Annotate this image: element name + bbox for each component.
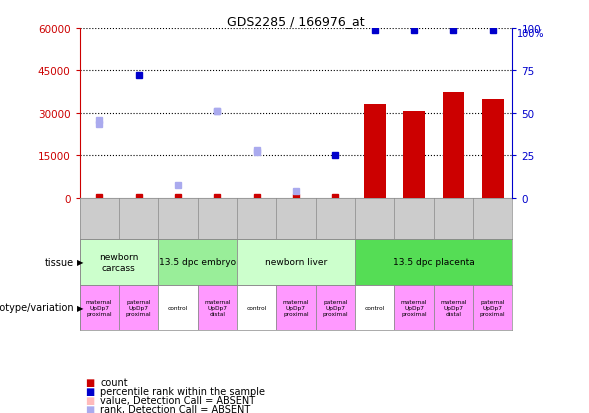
Bar: [364, 105, 386, 198]
Text: control: control: [168, 305, 188, 310]
Text: 13.5 dpc embryo: 13.5 dpc embryo: [159, 258, 236, 267]
Bar: [276, 285, 316, 330]
Text: value, Detection Call = ABSENT: value, Detection Call = ABSENT: [100, 395, 255, 405]
Bar: [158, 285, 197, 330]
Text: ■: ■: [85, 377, 95, 387]
Title: GDS2285 / 166976_at: GDS2285 / 166976_at: [227, 15, 365, 28]
Text: ■: ■: [85, 395, 95, 405]
Text: 100%: 100%: [517, 29, 544, 39]
Text: maternal
UpDp7
distal: maternal UpDp7 distal: [204, 299, 230, 316]
Bar: [197, 285, 237, 330]
Text: maternal
UpDp7
proximal: maternal UpDp7 proximal: [86, 299, 112, 316]
Text: 13.5 dpc placenta: 13.5 dpc placenta: [393, 258, 475, 267]
Text: count: count: [100, 377, 128, 387]
Text: newborn
carcass: newborn carcass: [99, 253, 138, 272]
Text: control: control: [246, 305, 267, 310]
Text: ▶: ▶: [77, 303, 83, 312]
Bar: [355, 285, 395, 330]
Bar: [316, 285, 355, 330]
Bar: [482, 100, 504, 198]
Text: genotype/variation: genotype/variation: [0, 303, 74, 313]
Bar: [119, 285, 158, 330]
Text: paternal
UpDp7
proximal: paternal UpDp7 proximal: [480, 299, 505, 316]
Text: control: control: [365, 305, 385, 310]
Bar: [80, 240, 158, 285]
Bar: [80, 285, 119, 330]
Text: percentile rank within the sample: percentile rank within the sample: [100, 386, 265, 396]
Bar: [473, 285, 512, 330]
Text: paternal
UpDp7
proximal: paternal UpDp7 proximal: [323, 299, 348, 316]
Text: ■: ■: [85, 386, 95, 396]
Text: paternal
UpDp7
proximal: paternal UpDp7 proximal: [125, 299, 151, 316]
Bar: [237, 240, 355, 285]
Bar: [442, 93, 464, 198]
Text: ■: ■: [85, 404, 95, 413]
Bar: [237, 285, 276, 330]
Bar: [158, 240, 237, 285]
Text: newborn liver: newborn liver: [265, 258, 327, 267]
Bar: [355, 240, 512, 285]
Text: ▶: ▶: [77, 258, 83, 267]
Text: rank, Detection Call = ABSENT: rank, Detection Call = ABSENT: [100, 404, 250, 413]
Bar: [403, 112, 425, 198]
Bar: [395, 285, 434, 330]
Bar: [434, 285, 473, 330]
Text: maternal
UpDp7
distal: maternal UpDp7 distal: [440, 299, 466, 316]
Text: maternal
UpDp7
proximal: maternal UpDp7 proximal: [283, 299, 309, 316]
Text: tissue: tissue: [45, 257, 74, 267]
Text: maternal
UpDp7
proximal: maternal UpDp7 proximal: [401, 299, 427, 316]
